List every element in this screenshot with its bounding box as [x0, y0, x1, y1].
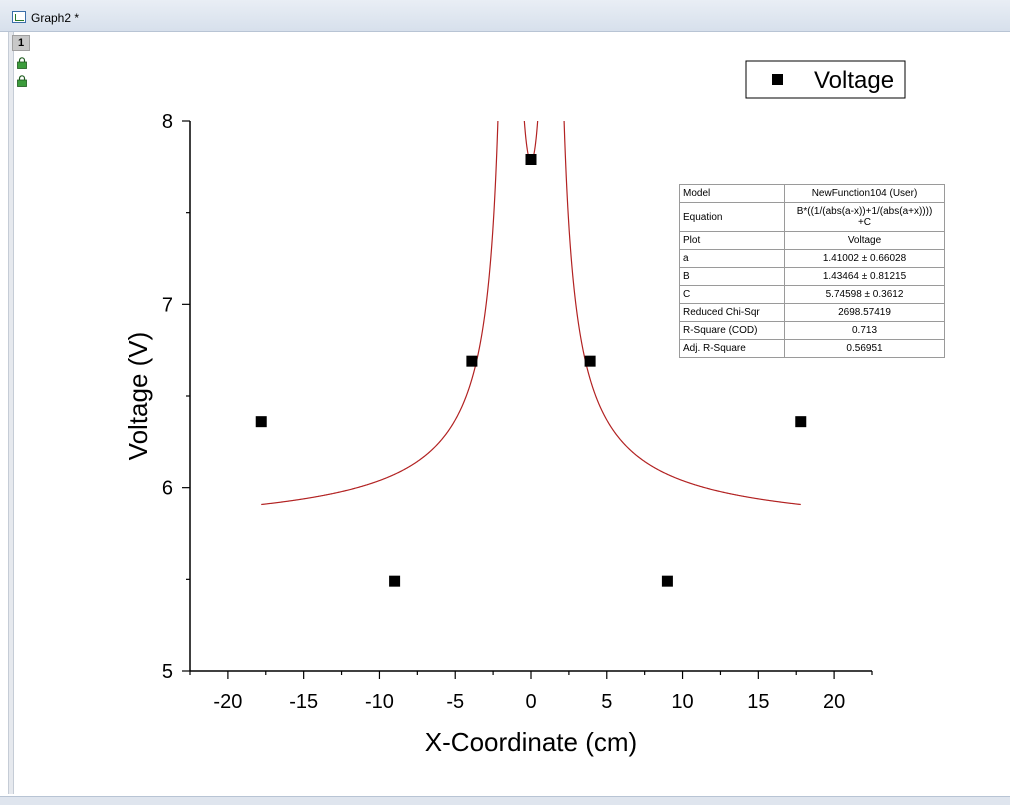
- x-tick-label: -15: [289, 691, 318, 713]
- fit-curve: [563, 121, 801, 506]
- legend-marker: [772, 74, 783, 85]
- fit-table-key: C: [679, 285, 785, 304]
- fit-table-row: R-Square (COD) 0.713: [679, 321, 945, 340]
- window-title: Graph2 *: [31, 11, 80, 25]
- fit-table-value-line: +C: [857, 217, 872, 228]
- fit-table-key: Equation: [679, 202, 785, 232]
- data-point[interactable]: [661, 575, 673, 587]
- lock-icon[interactable]: [16, 57, 28, 69]
- fit-table-value: Voltage: [784, 231, 945, 250]
- data-point[interactable]: [255, 416, 267, 428]
- lock-icon[interactable]: [16, 75, 28, 87]
- y-tick-label: 6: [162, 478, 173, 500]
- y-tick-label: 8: [162, 111, 173, 133]
- x-tick-label: -20: [213, 691, 242, 713]
- data-point[interactable]: [584, 355, 596, 367]
- fit-table-key: Adj. R-Square: [679, 339, 785, 358]
- fit-table-value: NewFunction104 (User): [784, 184, 945, 203]
- fit-curve: [523, 121, 539, 162]
- fit-results-table: Model NewFunction104 (User) Equation B*((1/…: [679, 184, 945, 358]
- fit-table-value: 0.56951: [784, 339, 945, 358]
- legend[interactable]: Voltage: [745, 60, 906, 99]
- x-tick-label: 5: [601, 691, 612, 713]
- fit-table-row: C 5.74598 ± 0.3612: [679, 285, 945, 304]
- window-bottom-border: [0, 796, 1010, 805]
- chart-axes: -20 -15 -10 -5 0 5 10 15 20 5 6 7 8: [162, 111, 873, 713]
- fit-table-row: Plot Voltage: [679, 231, 945, 250]
- fit-table-key: a: [679, 249, 785, 268]
- layer-tab-1[interactable]: 1: [12, 35, 30, 51]
- fit-table-key: Model: [679, 184, 785, 203]
- legend-label: Voltage: [814, 67, 894, 94]
- fit-table-value: 2698.57419: [784, 303, 945, 322]
- x-tick-label: -5: [446, 691, 464, 713]
- x-tick-label: 15: [747, 691, 769, 713]
- fit-table-row: a 1.41002 ± 0.66028: [679, 249, 945, 268]
- data-points-layer: [255, 154, 807, 587]
- fit-table-value: B*((1/(abs(a-x))+1/(abs(a+x)))) +C: [784, 202, 945, 232]
- x-tick-label: 20: [823, 691, 845, 713]
- x-tick-label: 10: [671, 691, 693, 713]
- fit-table-row: Model NewFunction104 (User): [679, 184, 945, 203]
- graph-window-icon: [12, 11, 26, 23]
- fit-table-value: 1.43464 ± 0.81215: [784, 267, 945, 286]
- x-tick-label: -10: [365, 691, 394, 713]
- fit-table-key: Plot: [679, 231, 785, 250]
- fit-table-row: B 1.43464 ± 0.81215: [679, 267, 945, 286]
- x-tick-label: 0: [525, 691, 536, 713]
- fit-table-key: B: [679, 267, 785, 286]
- fit-table-value: 0.713: [784, 321, 945, 340]
- x-axis-title: X-Coordinate (cm): [425, 727, 637, 757]
- fit-table-key: Reduced Chi-Sqr: [679, 303, 785, 322]
- fit-table-key: R-Square (COD): [679, 321, 785, 340]
- fit-curve: [261, 121, 499, 506]
- fit-table-value: 1.41002 ± 0.66028: [784, 249, 945, 268]
- y-tick-label: 7: [162, 294, 173, 316]
- window-left-border: [8, 32, 14, 794]
- fit-table-row: Adj. R-Square 0.56951: [679, 339, 945, 358]
- title-bar[interactable]: Graph2 *: [0, 0, 1010, 32]
- fit-table-value: 5.74598 ± 0.3612: [784, 285, 945, 304]
- fit-table-value-line: B*((1/(abs(a-x))+1/(abs(a+x)))): [796, 206, 933, 217]
- fit-table-row: Equation B*((1/(abs(a-x))+1/(abs(a+x)))) +…: [679, 202, 945, 232]
- y-tick-label: 5: [162, 661, 173, 683]
- data-point[interactable]: [795, 416, 807, 428]
- data-point[interactable]: [466, 355, 478, 367]
- y-axis-title: Voltage (V): [123, 332, 153, 461]
- data-point[interactable]: [525, 154, 537, 165]
- data-point[interactable]: [389, 575, 401, 587]
- fit-table-row: Reduced Chi-Sqr 2698.57419: [679, 303, 945, 322]
